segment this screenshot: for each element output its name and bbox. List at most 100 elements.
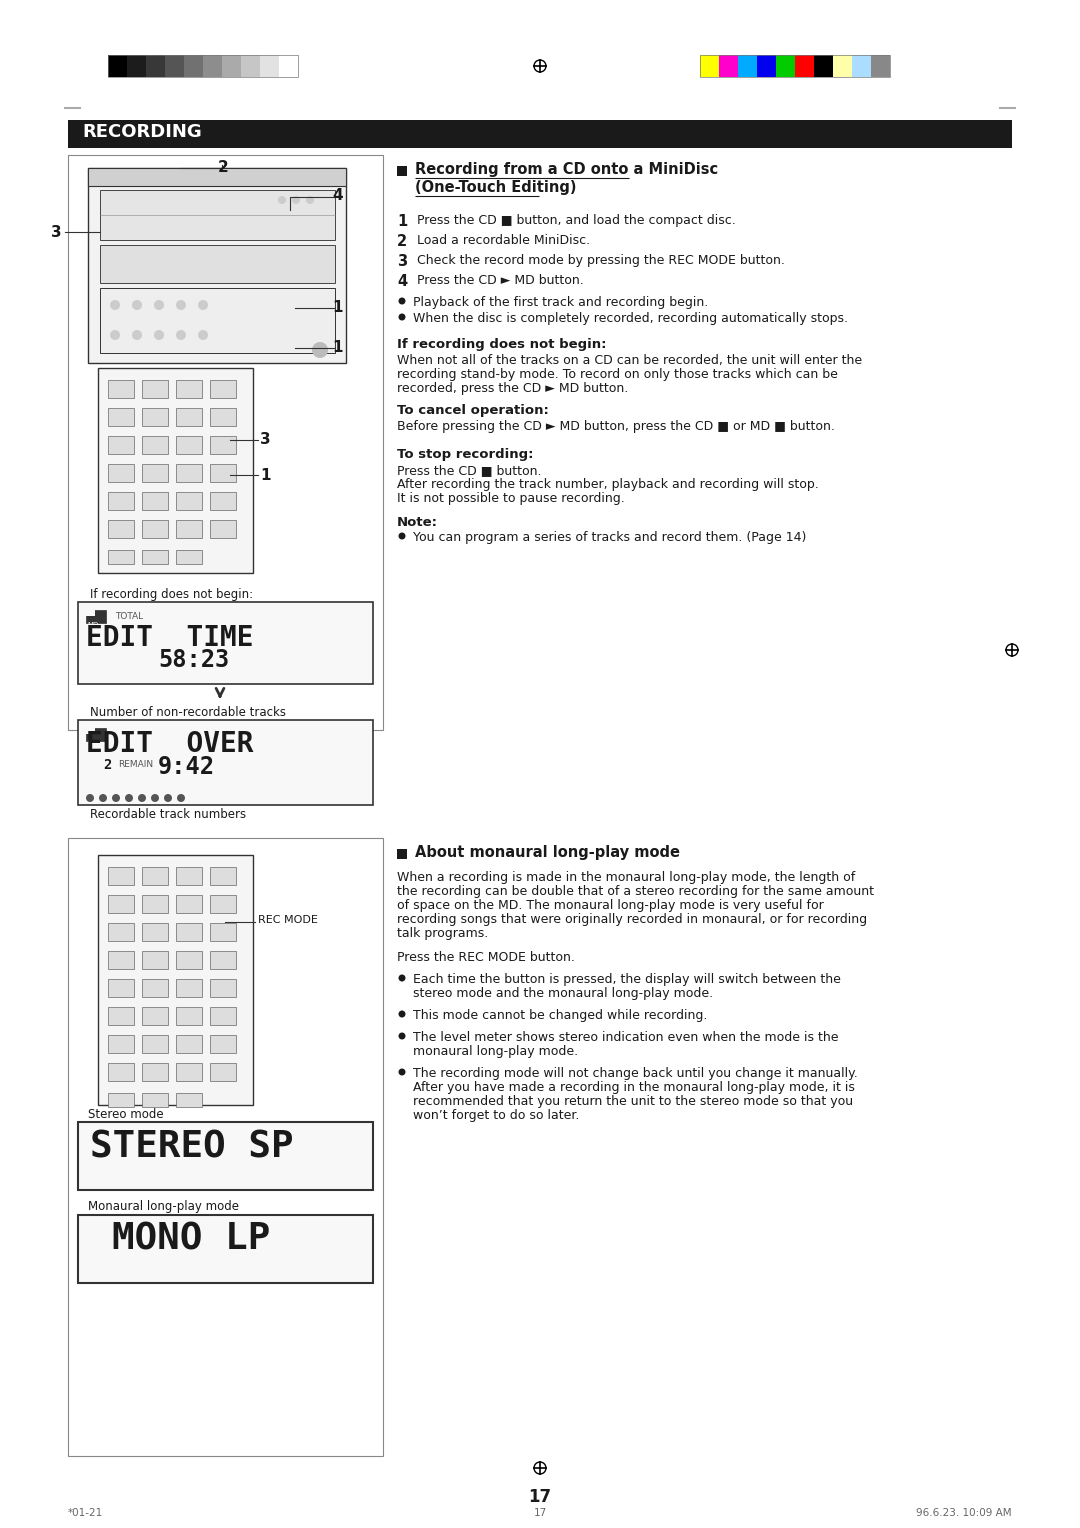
Bar [176, 465, 202, 481]
Text: 1: 1 [260, 468, 270, 483]
Bar [165, 55, 184, 76]
Bar [141, 1093, 168, 1106]
Bar [86, 727, 95, 733]
Circle shape [132, 330, 141, 341]
Bar [700, 55, 719, 76]
Text: When the disc is completely recorded, recording automatically stops.: When the disc is completely recorded, re… [413, 312, 848, 325]
Bar [210, 923, 237, 941]
Text: *01-21: *01-21 [68, 1508, 104, 1517]
Circle shape [399, 1010, 405, 1018]
Bar [176, 1093, 202, 1106]
Text: (One-Touch Editing): (One-Touch Editing) [415, 180, 577, 196]
Text: Before pressing the CD ► MD button, press the CD ■ or MD ■ button.: Before pressing the CD ► MD button, pres… [397, 420, 835, 432]
Bar [86, 727, 106, 741]
Bar [98, 368, 253, 573]
Text: REMAIN: REMAIN [118, 759, 153, 769]
Bar [700, 55, 890, 76]
Bar [141, 435, 168, 454]
Circle shape [154, 299, 164, 310]
Bar [108, 55, 298, 76]
Text: Press the REC MODE button.: Press the REC MODE button. [397, 950, 575, 964]
Text: recording songs that were originally recorded in monaural, or for recording: recording songs that were originally rec… [397, 914, 867, 926]
Text: 4: 4 [332, 188, 342, 203]
Text: RECORDING: RECORDING [82, 122, 202, 141]
Bar [146, 55, 165, 76]
Bar [141, 465, 168, 481]
Text: the recording can be double that of a stereo recording for the same amount: the recording can be double that of a st… [397, 885, 874, 898]
Text: of space on the MD. The monaural long-play mode is very useful for: of space on the MD. The monaural long-pl… [397, 898, 824, 912]
Bar [210, 1063, 237, 1080]
Circle shape [399, 532, 405, 539]
Text: EDIT  OVER: EDIT OVER [86, 730, 254, 758]
Bar [210, 1034, 237, 1053]
Text: If recording does not begin:: If recording does not begin: [90, 588, 253, 601]
Bar [176, 979, 202, 996]
Text: 17: 17 [534, 1508, 546, 1517]
Bar [100, 287, 335, 353]
Bar [210, 866, 237, 885]
Bar [108, 550, 134, 564]
Bar [108, 520, 134, 538]
Text: 17: 17 [528, 1488, 552, 1507]
Text: Press the CD ► MD button.: Press the CD ► MD button. [417, 274, 584, 287]
Bar [719, 55, 738, 76]
Bar [176, 1063, 202, 1080]
Text: This mode cannot be changed while recording.: This mode cannot be changed while record… [413, 1008, 707, 1022]
Bar [279, 55, 298, 76]
Bar [108, 1093, 134, 1106]
Text: stereo mode and the monaural long-play mode.: stereo mode and the monaural long-play m… [413, 987, 713, 999]
Bar [176, 950, 202, 969]
Circle shape [399, 975, 405, 981]
Text: recommended that you return the unit to the stereo mode so that you: recommended that you return the unit to … [413, 1096, 853, 1108]
Text: After recording the track number, playback and recording will stop.: After recording the track number, playba… [397, 478, 819, 490]
Text: Stereo mode: Stereo mode [87, 1108, 164, 1122]
Bar [210, 1007, 237, 1025]
Text: Press the CD ■ button, and load the compact disc.: Press the CD ■ button, and load the comp… [417, 214, 735, 228]
Circle shape [138, 795, 146, 802]
Text: The recording mode will not change back until you change it manually.: The recording mode will not change back … [413, 1067, 858, 1080]
Text: 1: 1 [397, 214, 407, 229]
Bar [87, 168, 346, 186]
Circle shape [278, 196, 286, 205]
Bar [210, 979, 237, 996]
Bar [777, 55, 795, 76]
Text: REC MODE: REC MODE [258, 915, 318, 924]
Text: Press the CD ■ button.: Press the CD ■ button. [397, 465, 541, 477]
Text: Monaural long-play mode: Monaural long-play mode [87, 1199, 239, 1213]
Bar [141, 866, 168, 885]
Bar [78, 1122, 373, 1190]
Bar [108, 492, 134, 510]
Circle shape [132, 299, 141, 310]
Bar [176, 1007, 202, 1025]
Bar [757, 55, 777, 76]
Bar [108, 380, 134, 397]
Circle shape [110, 330, 120, 341]
Circle shape [110, 299, 120, 310]
Text: About monaural long-play mode: About monaural long-play mode [415, 845, 680, 860]
Bar [86, 610, 95, 616]
Bar [210, 895, 237, 914]
Text: talk programs.: talk programs. [397, 927, 488, 940]
Text: Recording from a CD onto a MiniDisc: Recording from a CD onto a MiniDisc [415, 162, 718, 177]
Bar [108, 1063, 134, 1080]
Bar [795, 55, 814, 76]
Circle shape [198, 299, 208, 310]
Bar [141, 520, 168, 538]
Bar [141, 1034, 168, 1053]
Bar [210, 380, 237, 397]
Bar [68, 121, 1012, 148]
Circle shape [99, 795, 107, 802]
Bar [141, 923, 168, 941]
Bar [100, 189, 335, 240]
Bar [176, 380, 202, 397]
Bar [127, 55, 146, 76]
Bar [210, 408, 237, 426]
Bar [397, 850, 407, 859]
Bar [78, 602, 373, 685]
Circle shape [399, 1068, 405, 1076]
Bar [141, 979, 168, 996]
Bar [100, 244, 335, 283]
Bar [108, 923, 134, 941]
Bar [108, 866, 134, 885]
Bar [852, 55, 870, 76]
